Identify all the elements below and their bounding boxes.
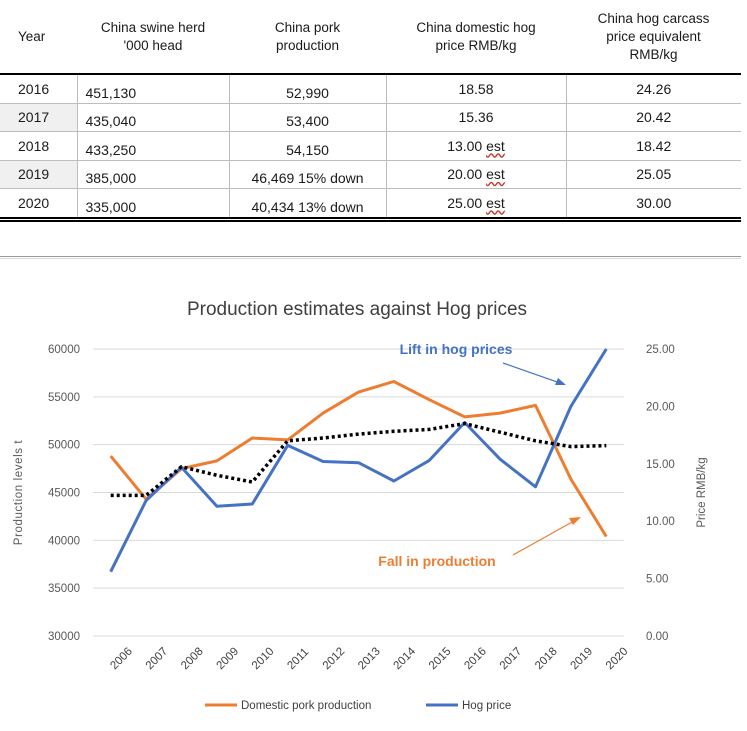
estimate-marker: est (486, 194, 505, 211)
x-tick-label: 2007 (144, 646, 171, 673)
cell-year: 2020 (0, 188, 78, 219)
table-row: 2020 335,000 40,434 13% down 25.00 est 30.00 (0, 188, 741, 219)
chart-area: Production estimates against Hog prices 3… (0, 258, 741, 726)
y-right-tick-label: 5.00 (646, 574, 668, 586)
cell-hog-price: 18.58 (386, 74, 567, 104)
cell-hog-price: 20.00 est (386, 160, 567, 189)
cell-carcass-price: 20.42 (566, 103, 741, 132)
cell-year: 2018 (0, 131, 78, 161)
data-table: Year China swine herd '000 head China por… (0, 0, 741, 219)
table-divider-band (0, 220, 741, 257)
cell-herd: 385,000 (77, 160, 230, 189)
legend-label-hog: Hog price (462, 700, 511, 712)
cell-carcass-price: 25.05 (566, 160, 741, 189)
cell-hog-price: 13.00 est (386, 131, 567, 161)
cell-herd: 335,000 (77, 188, 230, 219)
cell-pork: 46,469 15% down (229, 160, 387, 189)
table-row: 2018 433,250 54,150 13.00 est 18.42 (0, 131, 741, 161)
x-tick-label: 2006 (108, 646, 135, 673)
chart-title: Production estimates against Hog prices (187, 299, 527, 320)
cell-carcass-price: 30.00 (566, 188, 741, 219)
cell-year: 2019 (0, 160, 78, 189)
x-tick-label: 2011 (285, 646, 311, 672)
cell-pork: 53,400 (229, 103, 387, 132)
legend-label-pork: Domestic pork production (241, 700, 371, 712)
cell-hog-price: 15.36 (386, 103, 567, 132)
x-tick-label: 2016 (462, 646, 489, 673)
y-right-tick-label: 15.00 (646, 459, 675, 471)
cell-herd: 433,250 (77, 131, 230, 161)
cell-year: 2016 (0, 74, 78, 104)
annotation-arrow-lift (502, 362, 561, 384)
y-left-tick-label: 45000 (48, 488, 80, 500)
y-right-tick-label: 25.00 (646, 344, 675, 356)
y-left-tick-label: 40000 (48, 535, 80, 547)
table-row: 2016 451,130 52,990 18.58 24.26 (0, 74, 741, 104)
annotation-fall: Fall in production (378, 553, 495, 569)
y-right-tick-label: 20.00 (646, 401, 675, 413)
x-tick-label: 2009 (215, 646, 242, 673)
x-tick-label: 2012 (321, 646, 348, 673)
table-row: 2017 435,040 53,400 15.36 20.42 (0, 103, 741, 132)
y-right-tick-label: 0.00 (646, 631, 668, 643)
header-herd: China swine herd '000 head (100, 19, 206, 53)
table-header-row: Year China swine herd '000 head China por… (0, 0, 741, 74)
pork-production-line (109, 380, 608, 538)
estimate-marker: est (486, 166, 505, 183)
cell-carcass-price: 24.26 (566, 74, 741, 104)
trend-line (110, 421, 607, 498)
header-year: Year (18, 28, 46, 44)
x-tick-label: 2017 (498, 646, 525, 673)
cell-herd: 435,040 (77, 103, 230, 132)
y-left-tick-label: 55000 (48, 392, 80, 404)
cell-pork: 54,150 (229, 131, 387, 161)
x-tick-label: 2019 (569, 646, 596, 673)
table-row: 2019 385,000 46,469 15% down 20.00 est 25.05 (0, 160, 741, 189)
data-table-container: Year China swine herd '000 head China por… (0, 0, 747, 219)
x-tick-label: 2008 (179, 646, 206, 673)
combo-line-chart: Production estimates against Hog prices 3… (13, 299, 708, 712)
header-hog-price: China domestic hog price RMB/kg (416, 19, 536, 53)
cell-pork: 40,434 13% down (229, 188, 387, 219)
header-carcass-price: China hog carcass price equivalent RMB/kg (597, 10, 710, 62)
annotation-lift: Lift in hog prices (400, 341, 513, 357)
header-pork: China pork production (274, 19, 341, 53)
y-left-tick-label: 60000 (48, 344, 80, 356)
cell-herd: 451,130 (77, 74, 230, 104)
x-tick-label: 2013 (356, 646, 383, 673)
cell-hog-price: 25.00 est (386, 188, 567, 219)
x-tick-label: 2014 (392, 645, 419, 672)
y-left-axis-title: Production levels t (13, 440, 25, 546)
cell-year: 2017 (0, 103, 78, 132)
hog-price-line (109, 348, 608, 573)
y-left-tick-label: 50000 (48, 440, 80, 452)
cell-pork: 52,990 (229, 74, 387, 104)
y-left-tick-label: 35000 (48, 583, 80, 595)
annotation-arrow-fall (512, 520, 575, 556)
y-left-tick-label: 30000 (48, 631, 80, 643)
x-tick-label: 2015 (427, 646, 454, 673)
y-right-tick-label: 10.00 (646, 516, 675, 528)
x-tick-label: 2010 (250, 646, 277, 673)
x-tick-label: 2020 (604, 646, 631, 673)
cell-carcass-price: 18.42 (566, 131, 741, 161)
arrowhead-icon (569, 517, 581, 525)
y-right-axis-title: Price RMB/kg (696, 457, 708, 527)
x-tick-label: 2018 (533, 646, 560, 673)
estimate-marker: est (486, 137, 505, 154)
arrowhead-icon (555, 378, 566, 385)
